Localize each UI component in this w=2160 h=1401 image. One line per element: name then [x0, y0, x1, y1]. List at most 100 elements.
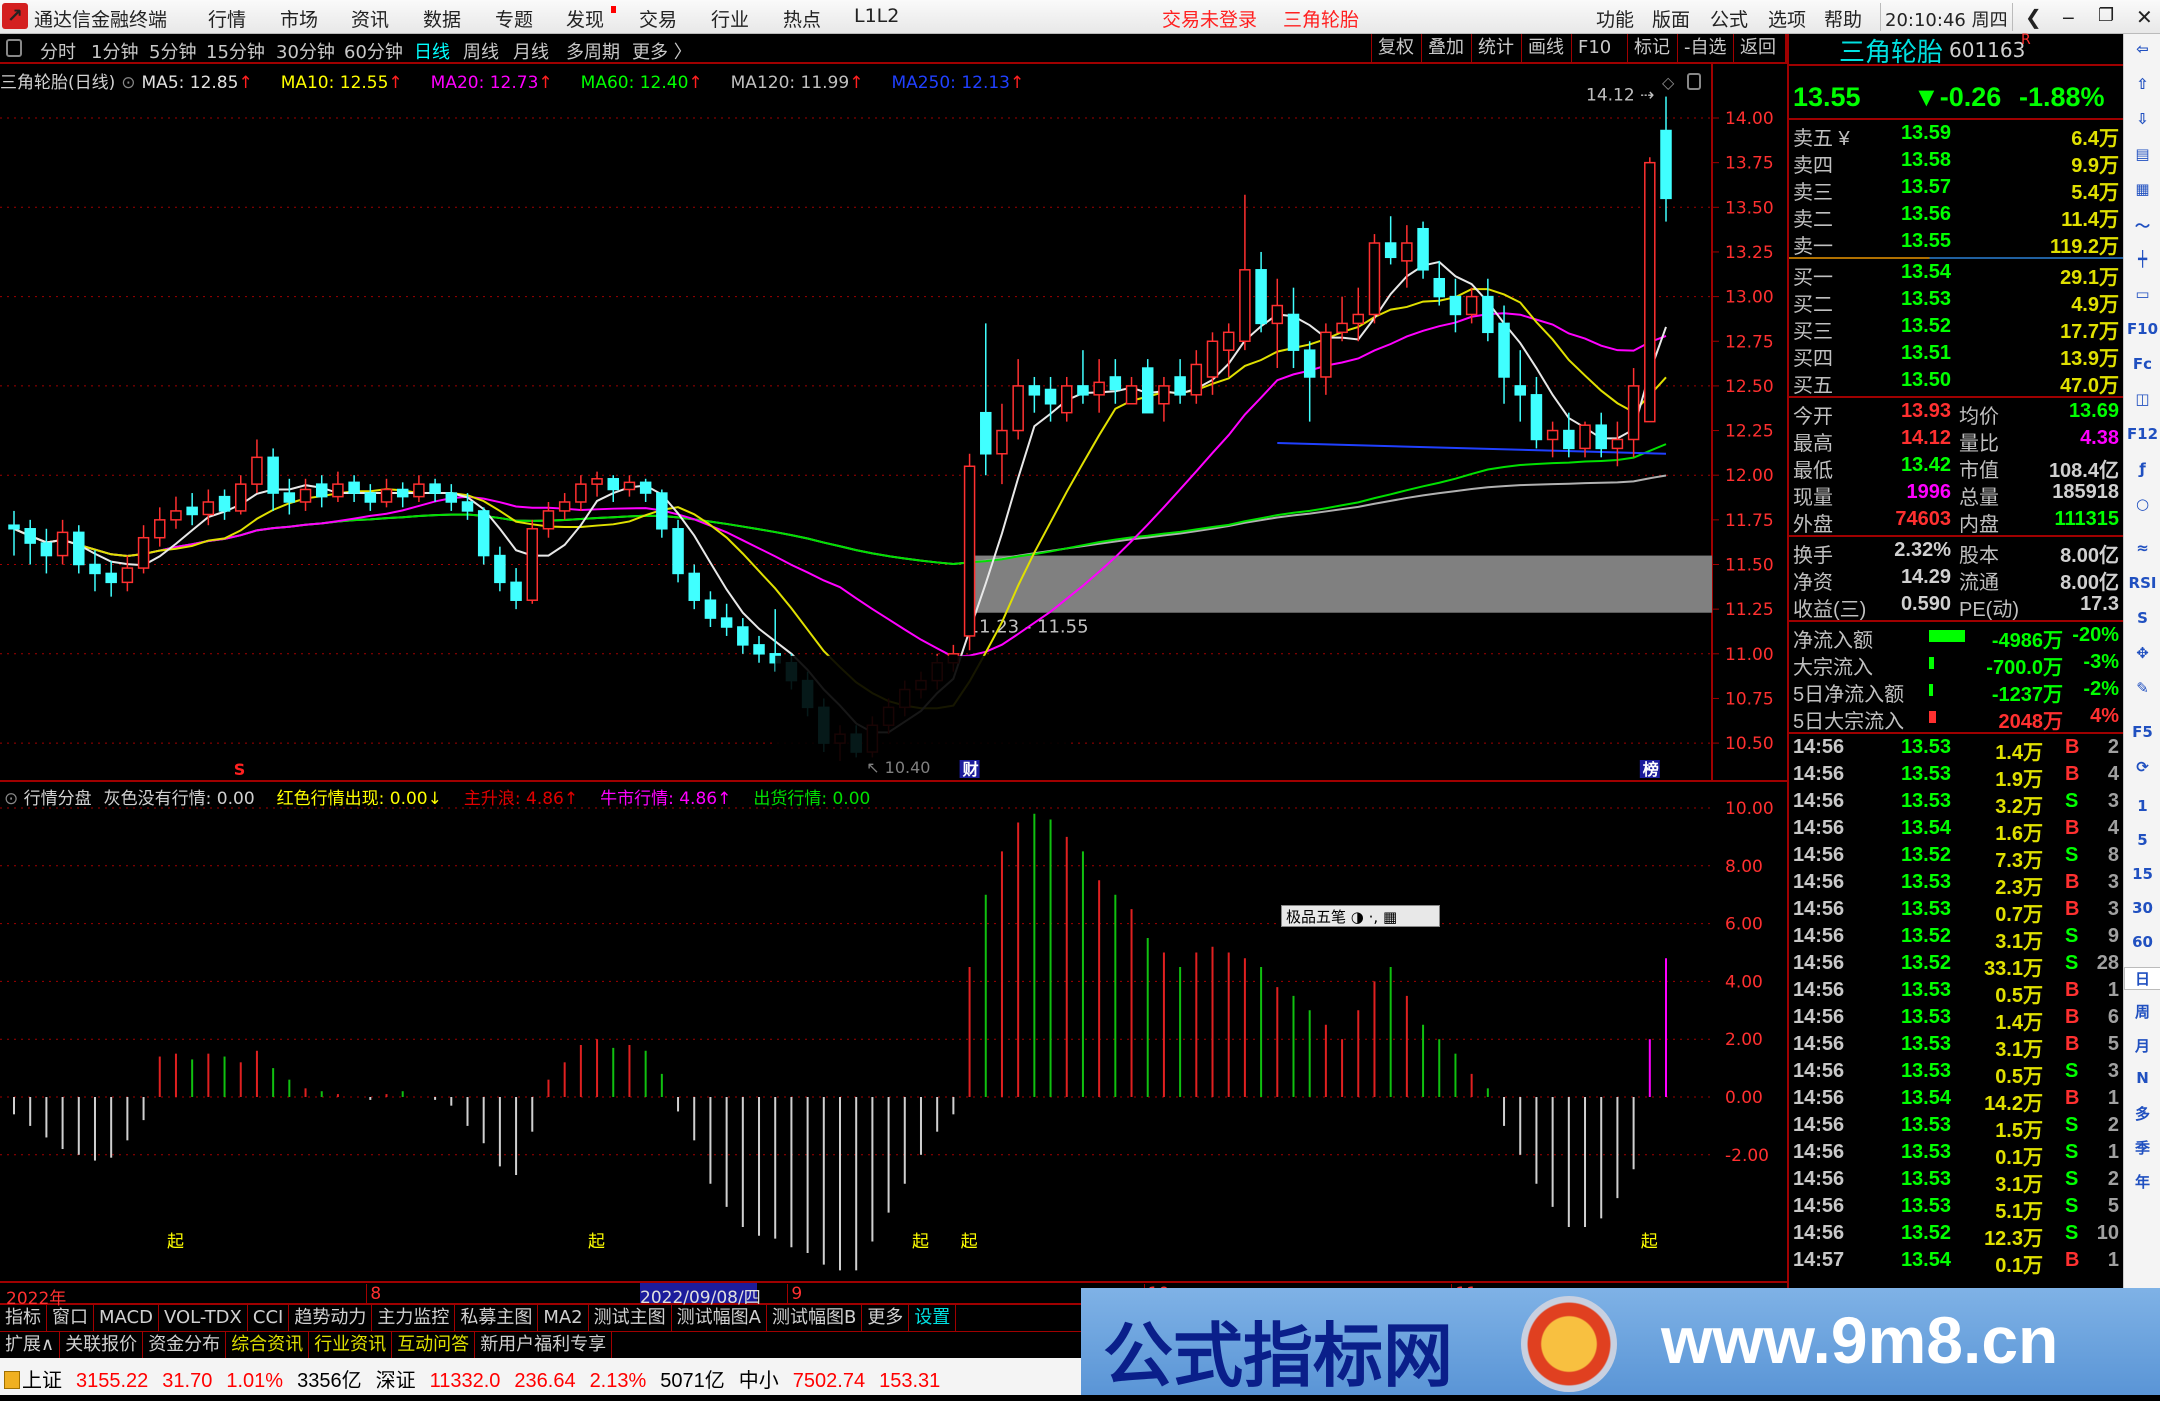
up-arrow-icon[interactable]: ⇧	[2136, 75, 2149, 93]
menu-9[interactable]: L1L2	[854, 5, 900, 27]
price-chart[interactable]: 14.00 13.75 13.50 13.25 13.00 12.75 12.50 12.25…	[0, 0, 1787, 782]
period-tab-6[interactable]: 日线	[414, 42, 450, 63]
extension-tab-5[interactable]: 互动问答	[392, 1332, 476, 1358]
side-period-10[interactable]: 季	[2134, 1139, 2150, 1157]
indicator-tab-1[interactable]: 窗口	[47, 1305, 94, 1331]
f10-icon[interactable]: F10	[2126, 320, 2159, 338]
period-tab-8[interactable]: 月线	[513, 42, 549, 63]
toolbar-button-6[interactable]: -自选	[1677, 34, 1733, 62]
toolbar-button-1[interactable]: 叠加	[1421, 34, 1470, 62]
menu-right-0[interactable]: 功能	[1596, 9, 1635, 31]
trend-icon[interactable]: 〜	[2134, 217, 2150, 235]
back-icon[interactable]: ❮	[2025, 5, 2042, 29]
move-icon[interactable]: ✥	[2136, 644, 2149, 662]
event-marker[interactable]: 榜	[1643, 760, 1659, 779]
indicator-tab-12[interactable]: 更多	[862, 1305, 910, 1331]
toolbar-button-0[interactable]: 复权	[1371, 34, 1420, 62]
toolbar-button-2[interactable]: 统计	[1471, 34, 1520, 62]
side-period-2[interactable]: 15	[2132, 865, 2153, 883]
menu-2[interactable]: 资讯	[351, 9, 390, 31]
panel-collapse-icon[interactable]	[1687, 73, 1701, 90]
indicator-tab-6[interactable]: 主力监控	[372, 1305, 456, 1331]
formula-icon[interactable]: ƒ	[2139, 460, 2146, 478]
s-icon[interactable]: S	[2137, 609, 2148, 627]
toolbar-button-3[interactable]: 画线	[1521, 34, 1570, 62]
menu-1[interactable]: 市场	[280, 9, 319, 31]
extension-tab-4[interactable]: 行业资讯	[309, 1332, 393, 1358]
extension-tab-1[interactable]: 关联报价	[60, 1332, 144, 1358]
side-period-8[interactable]: N	[2136, 1069, 2149, 1087]
menu-6[interactable]: 交易	[639, 9, 678, 31]
indicator-tab-9[interactable]: 测试主图	[589, 1305, 672, 1331]
diamond-icon[interactable]: ◇	[1662, 73, 1675, 92]
menu-right-1[interactable]: 版面	[1652, 9, 1691, 31]
f12-icon[interactable]: F12	[2126, 425, 2159, 443]
windows-icon[interactable]: ▭	[2135, 285, 2150, 303]
close-icon[interactable]: ✕	[2136, 5, 2153, 29]
side-period-5[interactable]: 日	[2124, 967, 2160, 990]
side-period-1[interactable]: 5	[2137, 831, 2148, 849]
indicator-tab-4[interactable]: CCI	[248, 1305, 290, 1331]
period-tab-5[interactable]: 60分钟	[344, 42, 403, 63]
event-marker[interactable]: S	[234, 760, 246, 779]
side-period-11[interactable]: 年	[2134, 1173, 2150, 1191]
toolbar-button-7[interactable]: 返回	[1733, 34, 1782, 62]
down-arrow-icon[interactable]: ⇩	[2136, 110, 2149, 128]
menu-4[interactable]: 专题	[495, 9, 534, 31]
minimize-icon[interactable]: ‒	[2062, 5, 2075, 29]
indicator-tab-5[interactable]: 趋势动力	[289, 1305, 373, 1331]
toolbar-button-4[interactable]: F10	[1571, 34, 1617, 62]
left-arrow-icon[interactable]: ⇦	[2136, 40, 2149, 58]
indicator-tab-11[interactable]: 测试幅图B	[767, 1305, 863, 1331]
extension-tab-6[interactable]: 新用户福利专享	[475, 1332, 613, 1358]
indicator-tab-0[interactable]: 指标	[0, 1305, 47, 1331]
side-period-3[interactable]: 30	[2132, 899, 2153, 917]
restore-icon[interactable]: ❐	[2098, 5, 2115, 26]
toolbar-button-5[interactable]: 标记	[1627, 34, 1676, 62]
menu-right-3[interactable]: 选项	[1768, 9, 1807, 31]
menu-right-2[interactable]: 公式	[1710, 9, 1749, 31]
indicator-tab-8[interactable]: MA2	[538, 1305, 589, 1331]
period-tab-7[interactable]: 周线	[463, 42, 499, 63]
side-period-0[interactable]: 1	[2137, 797, 2148, 815]
period-tab-1[interactable]: 1分钟	[91, 42, 139, 63]
indicator-tab-10[interactable]: 测试幅图A	[672, 1305, 767, 1331]
quote-list-icon[interactable]: ▤	[2135, 145, 2150, 163]
menu-7[interactable]: 行业	[711, 9, 750, 31]
period-tab-9[interactable]: 多周期	[566, 42, 620, 63]
circle-icon[interactable]: ○	[2135, 495, 2150, 513]
side-period-9[interactable]: 多	[2134, 1105, 2150, 1123]
multi-list-icon[interactable]: ▦	[2135, 180, 2150, 198]
period-tab-0[interactable]: 分时	[40, 42, 76, 63]
pencil-icon[interactable]: ✎	[2136, 679, 2149, 697]
menu-0[interactable]: 行情	[208, 9, 247, 31]
indicator-tab-3[interactable]: VOL-TDX	[159, 1305, 248, 1331]
indicator-toggle-icon[interactable]: ⊙	[4, 789, 19, 809]
refresh-icon[interactable]: ⟳	[2136, 758, 2149, 776]
wave-icon[interactable]: ≈	[2136, 539, 2149, 557]
extension-tab-0[interactable]: 扩展∧	[0, 1332, 61, 1358]
menu-8[interactable]: 热点	[783, 9, 822, 31]
f5-icon[interactable]: F5	[2132, 723, 2153, 741]
period-tab-2[interactable]: 5分钟	[149, 42, 197, 63]
candles-icon[interactable]: ┿	[2137, 250, 2148, 268]
extension-tab-2[interactable]: 资金分布	[143, 1332, 227, 1358]
side-period-7[interactable]: 月	[2134, 1037, 2150, 1055]
fc-icon[interactable]: Fc	[2132, 355, 2153, 373]
indicator-chart[interactable]: 10.00 8.00 6.00 4.00 2.00 0.00 -2.00 起 起 起 起 起	[0, 0, 1787, 1281]
menu-3[interactable]: 数据	[423, 9, 462, 31]
indicator-tab-2[interactable]: MACD	[94, 1305, 159, 1331]
menu-5[interactable]: 发现	[566, 9, 605, 31]
status-icon[interactable]	[4, 1371, 20, 1389]
period-tab-4[interactable]: 30分钟	[276, 42, 335, 63]
info-icon[interactable]: ◫	[2135, 390, 2150, 408]
panel-toggle-icon[interactable]	[6, 39, 22, 57]
period-tab-10[interactable]: 更多 〉	[632, 42, 692, 63]
event-marker[interactable]: 财	[962, 760, 979, 779]
indicator-tab-7[interactable]: 私募主图	[455, 1305, 539, 1331]
legend-toggle-icon[interactable]: ⊙	[121, 73, 136, 93]
menu-right-4[interactable]: 帮助	[1824, 9, 1863, 31]
ime-toolbar[interactable]: 极品五笔 ◑ ·, ▦	[1281, 905, 1440, 927]
login-status[interactable]: 交易未登录	[1162, 9, 1258, 31]
side-period-4[interactable]: 60	[2132, 933, 2153, 951]
